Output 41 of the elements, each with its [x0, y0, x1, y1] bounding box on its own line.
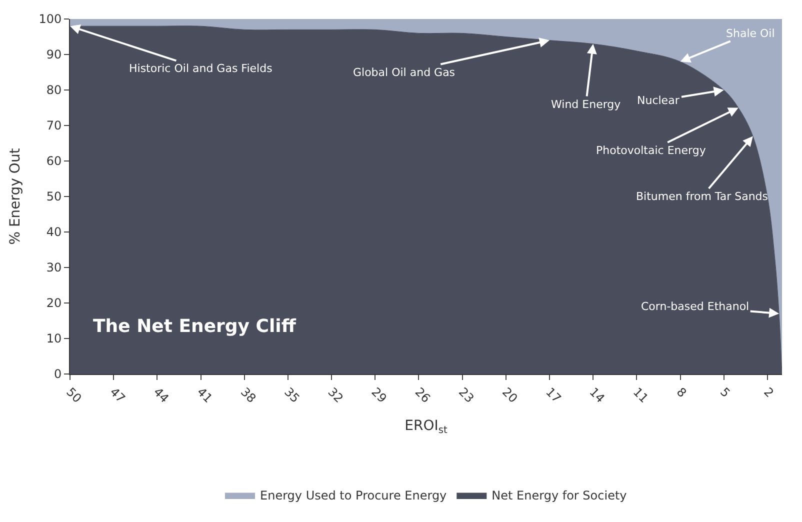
y-tick-label: 60: [46, 154, 62, 168]
x-tick-label: 26: [412, 384, 434, 406]
x-tick-label: 32: [325, 384, 346, 406]
x-tick-label: 38: [238, 384, 259, 406]
x-tick-label: 41: [194, 384, 216, 406]
x-tick-label: 44: [150, 384, 172, 406]
x-tick-label: 2: [761, 384, 776, 400]
annotation: Corn-based Ethanol: [641, 300, 750, 313]
annotation: Historic Oil and Gas Fields: [129, 62, 273, 75]
y-tick-label: 80: [46, 83, 62, 98]
x-tick-label: 50: [64, 384, 84, 406]
legend-label: Energy Used to Procure Energy: [260, 488, 447, 503]
legend-label: Net Energy for Society: [492, 488, 627, 503]
y-tick-label: 50: [46, 190, 62, 204]
y-tick-label: 30: [46, 260, 62, 275]
annotation: Bitumen from Tar Sands: [636, 190, 768, 203]
x-tick-label: 5: [718, 384, 733, 400]
annotation: Nuclear: [637, 94, 680, 107]
annotation: Photovoltaic Energy: [596, 144, 706, 157]
x-tick-label: 35: [282, 384, 302, 406]
y-tick-label: 20: [46, 296, 62, 310]
annotation: Shale Oil: [726, 27, 775, 40]
y-tick-label: 100: [38, 12, 62, 26]
y-tick-label: 90: [46, 48, 62, 62]
y-axis-title: % Energy Out: [7, 148, 24, 245]
x-tick-label: 47: [107, 384, 128, 406]
x-axis-title: EROI$_{st}$: [404, 418, 448, 436]
y-tick-label: 10: [46, 332, 62, 346]
x-tick-label: 29: [368, 384, 390, 406]
y-tick-label: 0: [54, 367, 62, 382]
y-tick-label: 40: [46, 225, 62, 240]
annotation: The Net Energy Cliff: [93, 316, 296, 337]
x-tick-label: 8: [674, 384, 690, 400]
x-tick-label: 11: [630, 384, 652, 406]
y-tick-label: 70: [46, 118, 62, 133]
x-tick-label: 23: [456, 384, 477, 406]
x-tick-label: 17: [543, 384, 564, 406]
annotation: Wind Energy: [551, 98, 622, 111]
annotation: Global Oil and Gas: [353, 66, 456, 79]
x-tick-label: 14: [586, 384, 608, 406]
x-tick-label: 20: [500, 384, 520, 406]
